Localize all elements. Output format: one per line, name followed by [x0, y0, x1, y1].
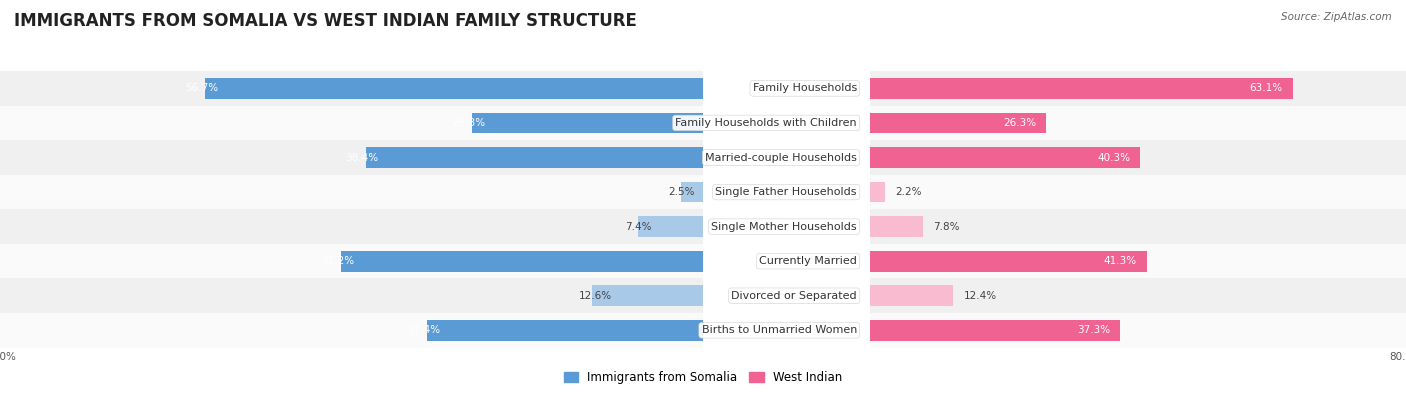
Bar	[472, 113, 703, 134]
Bar	[681, 182, 703, 202]
Text: Family Households: Family Households	[752, 83, 858, 93]
Text: 2.5%: 2.5%	[668, 187, 695, 197]
Text: 2.2%: 2.2%	[896, 187, 922, 197]
Text: 37.3%: 37.3%	[1077, 325, 1111, 335]
Text: 7.4%: 7.4%	[624, 222, 651, 231]
Text: 38.4%: 38.4%	[346, 152, 378, 162]
Bar	[870, 113, 1046, 134]
Text: 56.7%: 56.7%	[184, 83, 218, 93]
Bar	[870, 182, 886, 202]
Text: 7.8%: 7.8%	[932, 222, 959, 231]
Bar	[0, 71, 703, 106]
Text: 12.6%: 12.6%	[579, 291, 612, 301]
Text: 63.1%: 63.1%	[1250, 83, 1282, 93]
Text: 12.4%: 12.4%	[963, 291, 997, 301]
Text: Currently Married: Currently Married	[759, 256, 858, 266]
Bar	[638, 216, 703, 237]
Bar	[870, 106, 1406, 140]
Bar	[870, 140, 1406, 175]
Bar	[0, 278, 703, 313]
Bar	[870, 278, 1406, 313]
Bar	[870, 71, 1406, 106]
Bar	[870, 78, 1294, 99]
Bar	[205, 78, 703, 99]
Bar	[366, 147, 703, 168]
Bar	[870, 147, 1140, 168]
Bar	[870, 320, 1121, 340]
Bar	[870, 285, 953, 306]
Text: Family Households with Children: Family Households with Children	[675, 118, 858, 128]
Bar	[0, 313, 703, 348]
Bar	[870, 313, 1406, 348]
Text: 40.3%: 40.3%	[1097, 152, 1130, 162]
Text: 26.3%: 26.3%	[1004, 118, 1036, 128]
Bar	[340, 251, 703, 272]
Text: 41.2%: 41.2%	[321, 256, 354, 266]
Text: IMMIGRANTS FROM SOMALIA VS WEST INDIAN FAMILY STRUCTURE: IMMIGRANTS FROM SOMALIA VS WEST INDIAN F…	[14, 12, 637, 30]
Bar	[592, 285, 703, 306]
Text: Single Father Households: Single Father Households	[716, 187, 858, 197]
Text: Single Mother Households: Single Mother Households	[711, 222, 858, 231]
Bar	[870, 244, 1406, 278]
Bar	[870, 209, 1406, 244]
Text: 31.4%: 31.4%	[408, 325, 440, 335]
Text: Divorced or Separated: Divorced or Separated	[731, 291, 858, 301]
Text: 41.3%: 41.3%	[1104, 256, 1137, 266]
Bar	[0, 244, 703, 278]
Legend: Immigrants from Somalia, West Indian: Immigrants from Somalia, West Indian	[560, 367, 846, 389]
Bar	[0, 140, 703, 175]
Text: 26.3%: 26.3%	[451, 118, 485, 128]
Text: Source: ZipAtlas.com: Source: ZipAtlas.com	[1281, 12, 1392, 22]
Bar	[870, 251, 1147, 272]
Bar	[427, 320, 703, 340]
Bar	[870, 216, 922, 237]
Text: Births to Unmarried Women: Births to Unmarried Women	[702, 325, 858, 335]
Bar	[870, 175, 1406, 209]
Bar	[0, 175, 703, 209]
Bar	[0, 106, 703, 140]
Bar	[0, 209, 703, 244]
Text: Married-couple Households: Married-couple Households	[706, 152, 858, 162]
